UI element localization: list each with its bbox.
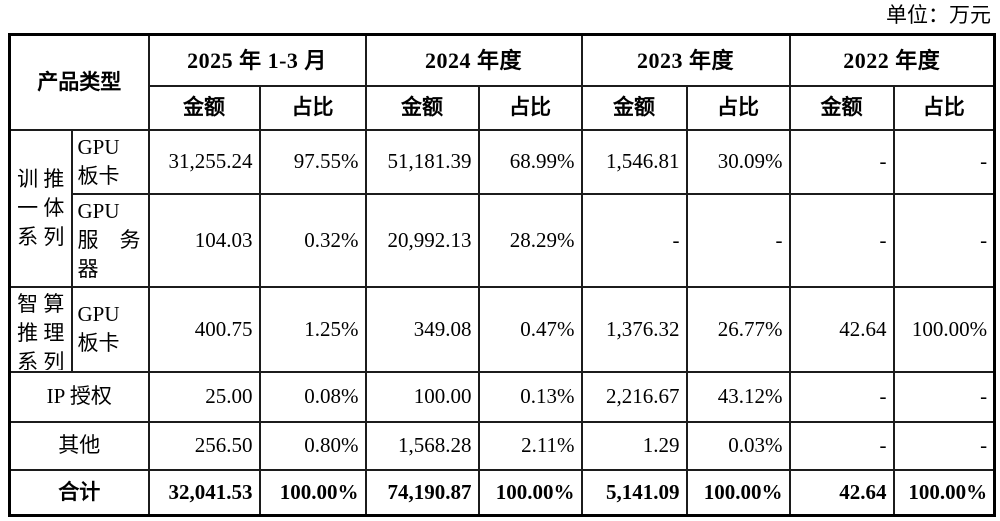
share-subheader: 占比	[892, 84, 996, 131]
value-cell: 1.25%	[258, 285, 367, 373]
value-cell: 30.09%	[685, 128, 791, 195]
value-cell: 0.08%	[258, 370, 367, 423]
value-cell: 1,568.28	[364, 420, 480, 471]
value-cell: 68.99%	[477, 128, 583, 195]
period-header-2022: 2022 年度	[788, 33, 996, 87]
value-cell: 0.47%	[477, 285, 583, 373]
value-cell: 400.75	[147, 285, 261, 373]
amount-subheader: 金额	[147, 84, 261, 131]
table-row-other: 其他 256.50 0.80% 1,568.28 2.11% 1.29 0.03…	[8, 420, 996, 471]
value-cell: 100.00%	[892, 468, 996, 517]
value-cell: 20,992.13	[364, 192, 480, 288]
share-subheader: 占比	[685, 84, 791, 131]
value-cell: -	[685, 192, 791, 288]
table-row-train-gpu-board: 训 推 一 体 系 列 GPU 板卡 31,255.24 97.55% 51,1…	[8, 128, 996, 288]
value-cell: 100.00%	[258, 468, 367, 517]
value-cell: -	[788, 370, 895, 423]
value-cell: 1,546.81	[580, 128, 688, 195]
table-row-total: 合计 32,041.53 100.00% 74,190.87 100.00% 5…	[8, 468, 996, 517]
value-cell: 100.00%	[685, 468, 791, 517]
value-cell: 97.55%	[258, 128, 367, 195]
header-row-periods: 产品类型 2025 年 1-3 月 2024 年度 2023 年度 2022 年…	[8, 33, 996, 131]
row-label-ip-licensing: IP 授权	[8, 370, 150, 423]
value-cell: 42.64	[788, 468, 895, 517]
value-cell: -	[580, 192, 688, 288]
value-cell: 0.03%	[685, 420, 791, 471]
value-cell: 100.00%	[892, 285, 996, 373]
value-cell: 43.12%	[685, 370, 791, 423]
period-header-2024: 2024 年度	[364, 33, 583, 87]
value-cell: 25.00	[147, 370, 261, 423]
product-label-gpu-board: GPU 板卡	[70, 285, 150, 373]
value-cell: 0.32%	[258, 192, 367, 288]
period-header-2023: 2023 年度	[580, 33, 791, 87]
value-cell: -	[788, 420, 895, 471]
product-label-gpu-board: GPU 板卡	[70, 128, 150, 195]
value-cell: 51,181.39	[364, 128, 480, 195]
document-page: 单位：万元 产品类型 2025 年 1-3 月 2024 年度 2023 年度 …	[8, 0, 997, 517]
value-cell: 0.13%	[477, 370, 583, 423]
value-cell: 5,141.09	[580, 468, 688, 517]
table-row-train-gpu-server: GPU 服 务 器 104.03 0.32% 20,992.13 28.29% …	[10, 192, 996, 288]
unit-label: 单位：万元	[886, 3, 991, 27]
value-cell: 28.29%	[477, 192, 583, 288]
value-cell: 0.80%	[258, 420, 367, 471]
value-cell: 2.11%	[477, 420, 583, 471]
amount-subheader: 金额	[364, 84, 480, 131]
value-cell: 1.29	[580, 420, 688, 471]
amount-subheader: 金额	[788, 84, 895, 131]
table-row-ip-licensing: IP 授权 25.00 0.08% 100.00 0.13% 2,216.67 …	[8, 370, 996, 423]
value-cell: 26.77%	[685, 285, 791, 373]
product-type-header: 产品类型	[8, 33, 150, 131]
value-cell: 349.08	[364, 285, 480, 373]
group-label-inference-series: 智 算 推 理 系 列	[8, 285, 73, 373]
product-label-gpu-server: GPU 服 务 器	[70, 192, 150, 288]
value-cell: -	[892, 420, 996, 471]
value-cell: -	[892, 192, 996, 288]
share-subheader: 占比	[477, 84, 583, 131]
table-row-inference-gpu-board: 智 算 推 理 系 列 GPU 板卡 400.75 1.25% 349.08 0…	[8, 285, 996, 373]
value-cell: 42.64	[788, 285, 895, 373]
revenue-by-product-table: 产品类型 2025 年 1-3 月 2024 年度 2023 年度 2022 年…	[8, 33, 997, 517]
value-cell: 2,216.67	[580, 370, 688, 423]
row-label-total: 合计	[8, 468, 150, 517]
value-cell: -	[788, 128, 895, 195]
share-subheader: 占比	[258, 84, 367, 131]
group-label-train-series: 训 推 一 体 系 列	[8, 128, 73, 288]
value-cell: -	[892, 128, 996, 195]
value-cell: 74,190.87	[364, 468, 480, 517]
value-cell: 1,376.32	[580, 285, 688, 373]
value-cell: 104.03	[147, 192, 261, 288]
value-cell: 100.00%	[477, 468, 583, 517]
header-row-subheaders: 金额 占比 金额 占比 金额 占比 金额 占比	[10, 84, 996, 131]
value-cell: 32,041.53	[147, 468, 261, 517]
row-label-other: 其他	[8, 420, 150, 471]
amount-subheader: 金额	[580, 84, 688, 131]
group-label-inference-series-text: 智 算 推 理 系 列	[17, 291, 65, 370]
value-cell: 256.50	[147, 420, 261, 471]
value-cell: 100.00	[364, 370, 480, 423]
value-cell: -	[788, 192, 895, 288]
value-cell: 31,255.24	[147, 128, 261, 195]
value-cell: -	[892, 370, 996, 423]
period-header-2025q1: 2025 年 1-3 月	[147, 33, 367, 87]
